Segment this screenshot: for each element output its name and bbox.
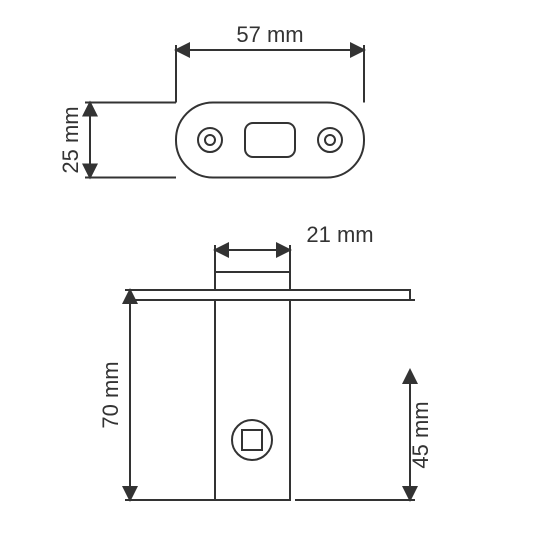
technical-drawing: 57 mm 25 mm 21 mm 70 mm 45 mm (0, 0, 551, 551)
svg-text:57 mm: 57 mm (236, 22, 303, 47)
svg-text:45 mm: 45 mm (408, 401, 433, 468)
svg-text:21 mm: 21 mm (306, 222, 373, 247)
svg-text:70 mm: 70 mm (98, 361, 123, 428)
svg-text:25 mm: 25 mm (58, 106, 83, 173)
